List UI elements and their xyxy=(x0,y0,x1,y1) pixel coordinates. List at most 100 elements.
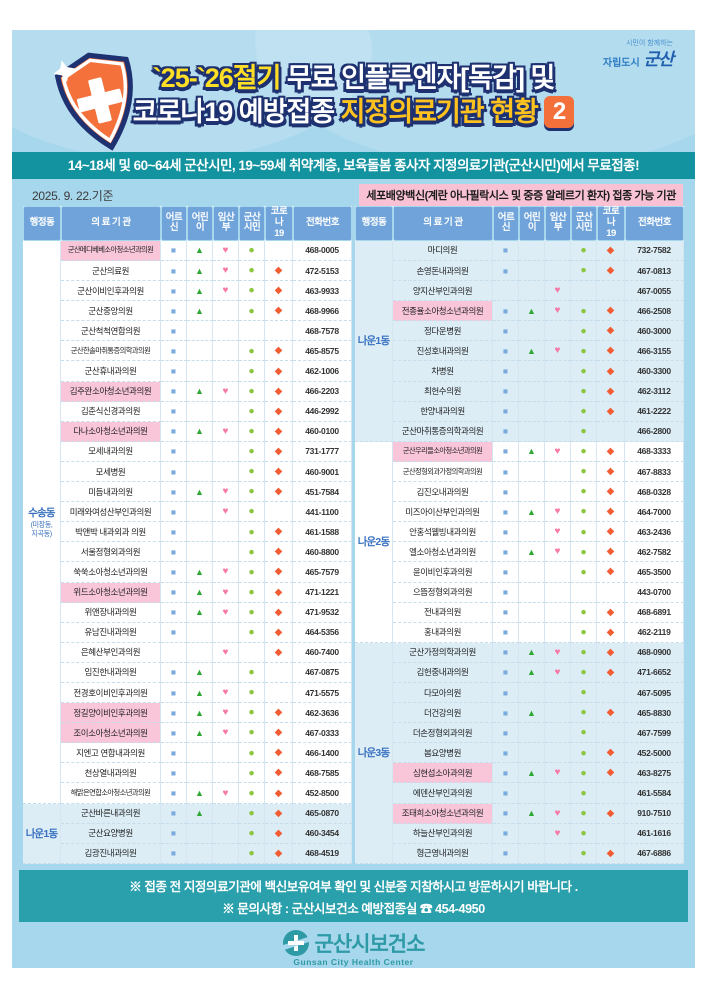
mark-senior-icon: ■ xyxy=(170,265,177,276)
mark-child-cell: ▲ xyxy=(519,662,545,683)
mark-senior-cell: ■ xyxy=(161,542,187,563)
mark-covid19-icon: ◆ xyxy=(274,486,283,498)
mark-covid19-icon: ◆ xyxy=(606,747,615,759)
mark-child-icon: ▲ xyxy=(195,285,204,296)
mark-covid19-cell: ◆ xyxy=(597,381,625,402)
mark-child-cell: ▲ xyxy=(519,542,545,563)
mark-covid19-icon: ◆ xyxy=(606,265,615,277)
clinic-row: 더손정형외과의원 ■ ● 467-7599 xyxy=(355,723,684,744)
mark-child-cell xyxy=(187,441,213,462)
mark-covid19-cell: ◆ xyxy=(265,843,293,864)
mark-citizen-cell: ● xyxy=(571,843,597,864)
mark-citizen-cell: ● xyxy=(239,461,265,483)
mark-citizen-cell: ● xyxy=(571,622,597,643)
mark-citizen-icon: ● xyxy=(248,806,255,819)
mark-pregnant-icon: ♥ xyxy=(222,385,229,397)
phone-number-cell: 467-6886 xyxy=(625,843,684,864)
mark-covid19-cell: ◆ xyxy=(597,240,625,262)
phone-number-cell: 468-3333 xyxy=(625,441,684,462)
mark-child-cell: ▲ xyxy=(187,582,213,603)
clinic-name-cell: 전내과의원 xyxy=(393,602,493,623)
mark-pregnant-cell xyxy=(213,361,239,382)
clinic-name-cell: 미듬내과의원 xyxy=(61,482,161,503)
mark-senior-cell: ■ xyxy=(493,602,519,623)
clinic-row: 최헌수의원 ■ ● ◆ 462-3112 xyxy=(355,381,684,402)
mark-senior-cell: ■ xyxy=(493,783,519,804)
mark-child-icon: ▲ xyxy=(195,265,204,276)
district-subnote: (미장동, 지곡동) xyxy=(30,519,53,539)
mark-covid19-cell: ◆ xyxy=(597,482,625,503)
mark-child-cell: ▲ xyxy=(519,341,545,362)
mark-covid19-icon: ◆ xyxy=(274,787,283,799)
mark-child-cell xyxy=(187,843,213,864)
mark-covid19-icon: ◆ xyxy=(274,305,283,317)
mark-senior-cell: ■ xyxy=(161,723,187,744)
phone-number-cell: 443-0700 xyxy=(625,582,684,603)
phone-number-cell: 441-1100 xyxy=(293,502,352,523)
mark-citizen-icon: ● xyxy=(580,324,587,337)
title-line2-text: 코로나19 예방접종 xyxy=(132,96,341,127)
mark-child-cell: ▲ xyxy=(187,301,213,322)
mark-pregnant-cell xyxy=(545,240,571,262)
phone-number-cell: 467-8833 xyxy=(625,461,684,483)
mark-citizen-icon: ● xyxy=(580,304,587,317)
clinic-name-cell-cell-culture: 심현섭소아과의원 xyxy=(393,763,493,784)
clinic-name-cell: 봄요양병원 xyxy=(393,743,493,764)
mark-senior-icon: ■ xyxy=(502,627,509,638)
district-name: 나운1동 xyxy=(25,827,58,840)
mark-citizen-icon: ● xyxy=(248,847,255,860)
mark-child-cell xyxy=(519,261,545,282)
mark-child-icon: ▲ xyxy=(195,687,204,698)
clinic-name-cell: 더건강의원 xyxy=(393,703,493,724)
mark-senior-icon: ■ xyxy=(170,627,177,638)
mark-pregnant-cell xyxy=(213,461,239,483)
mark-pregnant-icon: ♥ xyxy=(554,827,561,839)
mark-pregnant-cell xyxy=(213,743,239,764)
mark-pregnant-icon: ♥ xyxy=(222,265,229,277)
mark-senior-icon: ■ xyxy=(502,647,509,658)
mark-covid19-cell: ◆ xyxy=(265,301,293,322)
mark-citizen-cell xyxy=(239,321,265,342)
mark-covid19-cell xyxy=(597,582,625,603)
mark-citizen-icon: ● xyxy=(248,344,255,357)
clinic-row: 김헌중내과의원 ■ ▲ ♥ ● ◆ 471-6652 xyxy=(355,662,684,683)
column-header: 임산부 xyxy=(545,206,571,241)
mark-pregnant-icon: ♥ xyxy=(554,285,561,297)
mark-pregnant-cell xyxy=(545,321,571,342)
mark-covid19-cell: ◆ xyxy=(265,783,293,804)
mark-citizen-icon: ● xyxy=(248,284,255,297)
mark-covid19-cell: ◆ xyxy=(597,301,625,322)
mark-citizen-cell: ● xyxy=(571,361,597,382)
mark-citizen-icon: ● xyxy=(248,826,255,839)
mark-citizen-cell: ● xyxy=(239,823,265,844)
mark-citizen-icon: ● xyxy=(248,485,255,498)
clinic-name-cell: 군산척척연합의원 xyxy=(61,321,161,342)
mark-citizen-cell: ● xyxy=(571,803,597,824)
mark-senior-icon: ■ xyxy=(502,506,509,517)
phone-number-cell: 462-2119 xyxy=(625,622,684,643)
mark-covid19-cell: ◆ xyxy=(265,763,293,784)
mark-covid19-cell: ◆ xyxy=(265,823,293,844)
mark-covid19-icon: ◆ xyxy=(606,385,615,397)
mark-covid19-cell: ◆ xyxy=(265,602,293,623)
district-cell: 나운2동 xyxy=(355,441,393,643)
mark-senior-icon: ■ xyxy=(170,406,177,417)
mark-senior-cell: ■ xyxy=(161,421,187,442)
mark-covid19-cell: ◆ xyxy=(597,461,625,483)
mark-covid19-cell: ◆ xyxy=(265,522,293,543)
clinic-row: 손영돈내과의원 ■ ● ◆ 467-0813 xyxy=(355,261,684,282)
mark-covid19-cell: ◆ xyxy=(597,703,625,724)
column-header: 전화번호 xyxy=(293,206,352,241)
clinic-name-cell-cell-culture: 군산메디베베소아청소년과의원 xyxy=(61,240,161,262)
mark-covid19-cell: ◆ xyxy=(597,542,625,563)
mark-citizen-cell xyxy=(571,582,597,603)
clinic-row: 하늘산부인과의원 ■ ♥ ● 461-1616 xyxy=(355,823,684,844)
phone-number-cell: 467-0333 xyxy=(293,723,352,744)
clinic-name-cell: 천상열내과의원 xyxy=(61,763,161,784)
mark-pregnant-icon: ♥ xyxy=(222,687,229,699)
clinic-name-cell: 김춘식신경과의원 xyxy=(61,401,161,422)
mark-senior-cell: ■ xyxy=(493,803,519,824)
clinic-row: 군산한솔마취통증의학과의원 ■ ● ◆ 465-8575 xyxy=(23,341,352,362)
mark-citizen-cell: ● xyxy=(239,240,265,262)
mark-child-cell: ▲ xyxy=(519,703,545,724)
